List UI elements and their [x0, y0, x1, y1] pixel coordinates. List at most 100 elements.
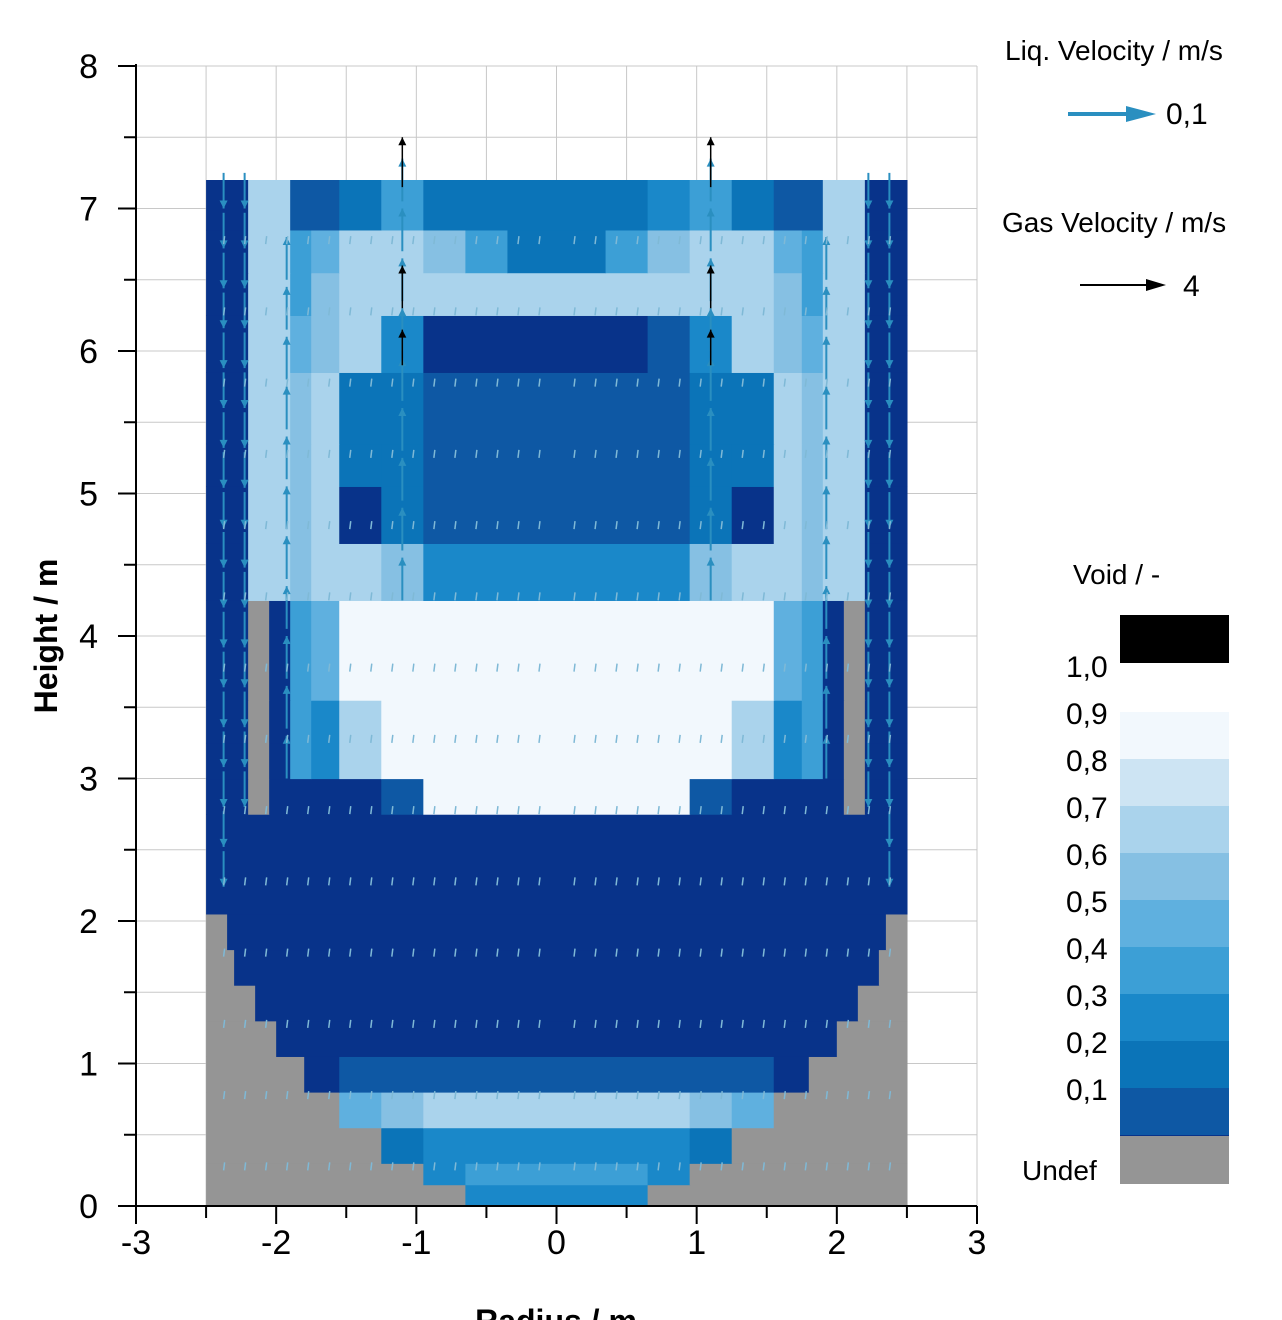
liquid-velocity-tick	[636, 1019, 639, 1028]
liquid-velocity-tick	[678, 734, 681, 743]
void-cell	[731, 1127, 908, 1164]
liquid-velocity-tick	[825, 734, 829, 743]
liquid-velocity-tick	[496, 663, 499, 672]
void-cell	[206, 1163, 424, 1186]
liquid-velocity-arrow	[240, 372, 249, 408]
liquid-velocity-tick	[825, 1019, 829, 1028]
y-tick-label: 6	[79, 333, 98, 371]
liquid-velocity-tick	[243, 948, 247, 957]
liquid-velocity-arrow	[706, 457, 715, 501]
liquid-velocity-tick	[804, 592, 808, 601]
void-cell	[234, 949, 880, 986]
liquid-velocity-tick	[327, 236, 331, 245]
liquid-velocity-tick	[825, 307, 829, 316]
liquid-velocity-tick	[496, 521, 499, 530]
liquid-velocity-tick	[433, 734, 436, 743]
void-cell	[801, 742, 824, 780]
void-cell	[248, 486, 291, 544]
liquid-velocity-tick	[496, 948, 499, 957]
void-cell	[339, 272, 775, 316]
liquid-velocity-tick	[222, 378, 226, 387]
liquid-velocity-tick	[678, 1019, 681, 1028]
liquid-velocity-arrow	[864, 412, 873, 448]
liquid-velocity-tick	[636, 521, 639, 530]
liquid-velocity-arrow	[219, 452, 228, 488]
void-cell	[689, 1092, 733, 1129]
liquid-velocity-tick	[594, 1091, 597, 1100]
liquid-velocity-arrow	[240, 771, 249, 807]
liquid-velocity-tick	[475, 877, 478, 886]
void-cell	[773, 1056, 810, 1093]
void-cell	[822, 700, 845, 744]
liquid-velocity-tick	[496, 592, 499, 601]
liquid-velocity-tick	[594, 1019, 597, 1028]
void-cell	[311, 272, 340, 316]
liquid-velocity-tick	[538, 948, 541, 957]
liquid-velocity-tick	[615, 877, 618, 886]
liquid-velocity-tick	[783, 734, 787, 743]
liquid-velocity-tick	[306, 806, 310, 815]
void-cell	[276, 1020, 838, 1057]
liquid-velocity-tick	[391, 378, 394, 387]
void-cell	[864, 229, 908, 274]
x-tick-label: 2	[827, 1224, 846, 1262]
liquid-velocity-tick	[657, 1091, 660, 1100]
liquid-velocity-tick	[825, 236, 829, 245]
liquid-velocity-tick	[888, 806, 892, 815]
liquid-velocity-tick	[327, 734, 331, 743]
liquid-velocity-tick	[720, 307, 723, 316]
liquid-velocity-tick	[433, 521, 436, 530]
liquid-velocity-tick	[306, 734, 310, 743]
liquid-velocity-arrow	[219, 332, 228, 369]
void-cell	[423, 1092, 691, 1129]
liquid-velocity-tick	[636, 236, 639, 245]
liquid-velocity-tick	[783, 1019, 787, 1028]
void-cell	[248, 700, 270, 744]
gas-velocity-arrow	[398, 329, 407, 366]
void-legend-undef-label: Undef	[1022, 1155, 1097, 1186]
liquid-velocity-tick	[762, 806, 765, 815]
void-cell	[801, 486, 824, 544]
liquid-velocity-tick	[804, 734, 808, 743]
liquid-velocity-tick	[222, 236, 226, 245]
liquid-velocity-tick	[636, 307, 639, 316]
liquid-velocity-arrow	[864, 611, 873, 648]
liquid-velocity-tick	[699, 521, 702, 530]
void-legend-swatch	[1120, 853, 1229, 901]
liquid-velocity-tick	[370, 806, 373, 815]
liquid-velocity-tick	[538, 521, 541, 530]
void-cell	[381, 1092, 424, 1129]
liquid-velocity-tick	[370, 521, 373, 530]
liquid-velocity-arrow	[282, 336, 291, 380]
liquid-velocity-tick	[412, 449, 415, 458]
liquid-velocity-tick	[825, 378, 829, 387]
void-cell	[206, 443, 249, 487]
void-cell	[311, 372, 340, 445]
void-cell	[206, 180, 249, 231]
liquid-velocity-tick	[888, 663, 892, 672]
liquid-velocity-tick	[846, 734, 850, 743]
liquid-velocity-tick	[517, 236, 520, 245]
liquid-velocity-tick	[657, 1162, 660, 1171]
void-cell	[822, 180, 866, 231]
liquid-velocity-tick	[391, 663, 394, 672]
void-cell	[339, 1092, 382, 1129]
liquid-velocity-tick	[867, 1091, 871, 1100]
void-cell	[864, 600, 908, 701]
liquid-velocity-tick	[306, 592, 310, 601]
void-legend-swatch	[1120, 900, 1229, 948]
liquid-velocity-tick	[720, 806, 723, 815]
void-cell	[423, 443, 691, 487]
liquid-velocity-tick	[327, 806, 331, 815]
void-cell	[801, 272, 824, 316]
liquid-velocity-tick	[615, 378, 618, 387]
liquid-velocity-tick	[517, 1019, 520, 1028]
liquid-velocity-tick	[454, 663, 457, 672]
liquid-velocity-tick	[825, 806, 829, 815]
liquid-velocity-tick	[783, 806, 787, 815]
liquid-velocity-tick	[264, 449, 268, 458]
void-cell	[857, 985, 908, 1022]
void-cell	[864, 372, 908, 445]
void-cell	[773, 229, 803, 274]
void-cell	[206, 1127, 382, 1164]
